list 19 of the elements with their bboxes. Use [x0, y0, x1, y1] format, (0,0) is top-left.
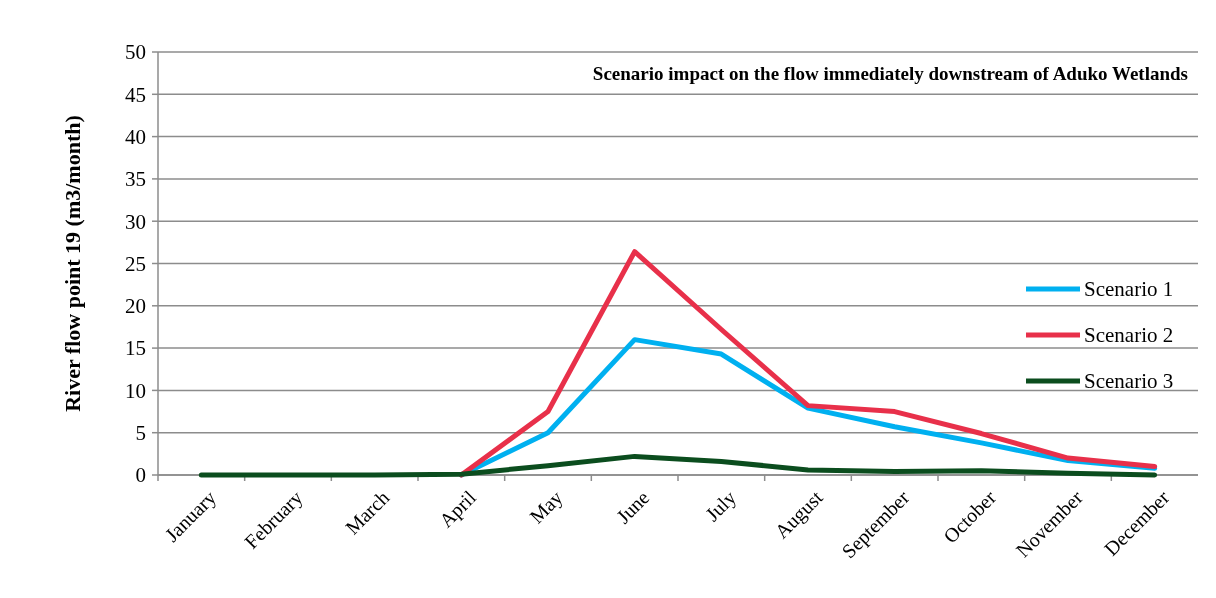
legend-label: Scenario 1 [1084, 277, 1174, 302]
y-tick-label: 35 [125, 167, 146, 192]
y-tick-label: 45 [125, 82, 146, 107]
x-tick-label: July [700, 486, 741, 527]
y-tick-label: 25 [125, 251, 146, 276]
y-tick-label: 5 [135, 421, 146, 446]
y-tick-label: 20 [125, 294, 146, 319]
y-tick-label: 10 [125, 378, 146, 403]
text: Scenario impact on the flow immediately downstream of Aduko Wetlands [592, 63, 1188, 84]
x-tick-label: May [525, 486, 568, 529]
y-tick-label: 40 [125, 124, 146, 149]
y-tick-label: 15 [125, 336, 146, 361]
y-tick-label: 30 [125, 209, 146, 234]
y-tick-label: 0 [135, 463, 146, 488]
y-axis-title: River flow point 19 (m3/month) [60, 115, 85, 412]
legend-label: Scenario 3 [1084, 369, 1174, 394]
x-tick-label: June [611, 486, 654, 528]
y-tick-label: 50 [125, 40, 146, 65]
legend-label: Scenario 2 [1084, 323, 1174, 348]
